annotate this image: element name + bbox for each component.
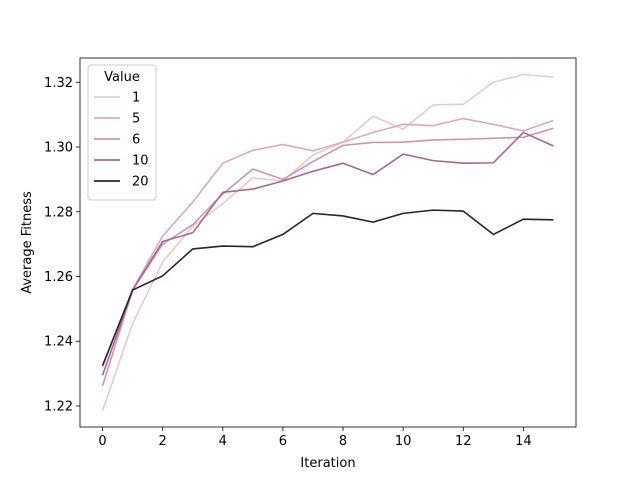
- series-line-5: [101, 117, 554, 368]
- series-line-20: [101, 209, 554, 366]
- y-axis-label: Average Fitness: [20, 191, 35, 294]
- x-axis-ticks: 0 2 4 6 8 10 12 14: [98, 427, 532, 449]
- y-tick-label: 1.24: [44, 335, 73, 350]
- series-line-6: [101, 127, 554, 387]
- legend-label-6: 6: [132, 133, 140, 148]
- y-tick-label: 1.26: [44, 270, 73, 285]
- legend-title: Value: [104, 70, 140, 85]
- x-tick-label: 2: [159, 434, 167, 449]
- legend-label-1: 1: [132, 91, 140, 106]
- x-tick-label: 14: [515, 434, 532, 449]
- x-axis-label: Iteration: [300, 456, 355, 471]
- x-tick-label: 10: [395, 434, 412, 449]
- plot-frame: [79, 57, 577, 428]
- legend-items: 1 5 6 10 20: [94, 91, 149, 190]
- series-line-10: [101, 131, 554, 376]
- legend-box: [87, 64, 157, 201]
- y-tick-label: 1.30: [44, 141, 73, 156]
- legend: Value 1 5 6 10 20: [87, 64, 157, 201]
- legend-label-20: 20: [132, 175, 149, 190]
- y-axis-ticks: 1.22 1.24 1.26 1.28 1.30 1.32: [44, 76, 80, 414]
- legend-label-5: 5: [132, 112, 140, 127]
- x-tick-label: 4: [219, 434, 227, 449]
- y-tick-label: 1.22: [44, 399, 73, 414]
- series-line-1: [101, 73, 554, 412]
- x-tick-label: 12: [455, 434, 472, 449]
- legend-label-10: 10: [132, 154, 149, 169]
- x-tick-label: 8: [339, 434, 347, 449]
- x-tick-label: 0: [98, 434, 106, 449]
- x-tick-label: 6: [279, 434, 287, 449]
- y-tick-label: 1.32: [44, 76, 73, 91]
- y-tick-label: 1.28: [44, 205, 73, 220]
- series-layer: [101, 73, 554, 412]
